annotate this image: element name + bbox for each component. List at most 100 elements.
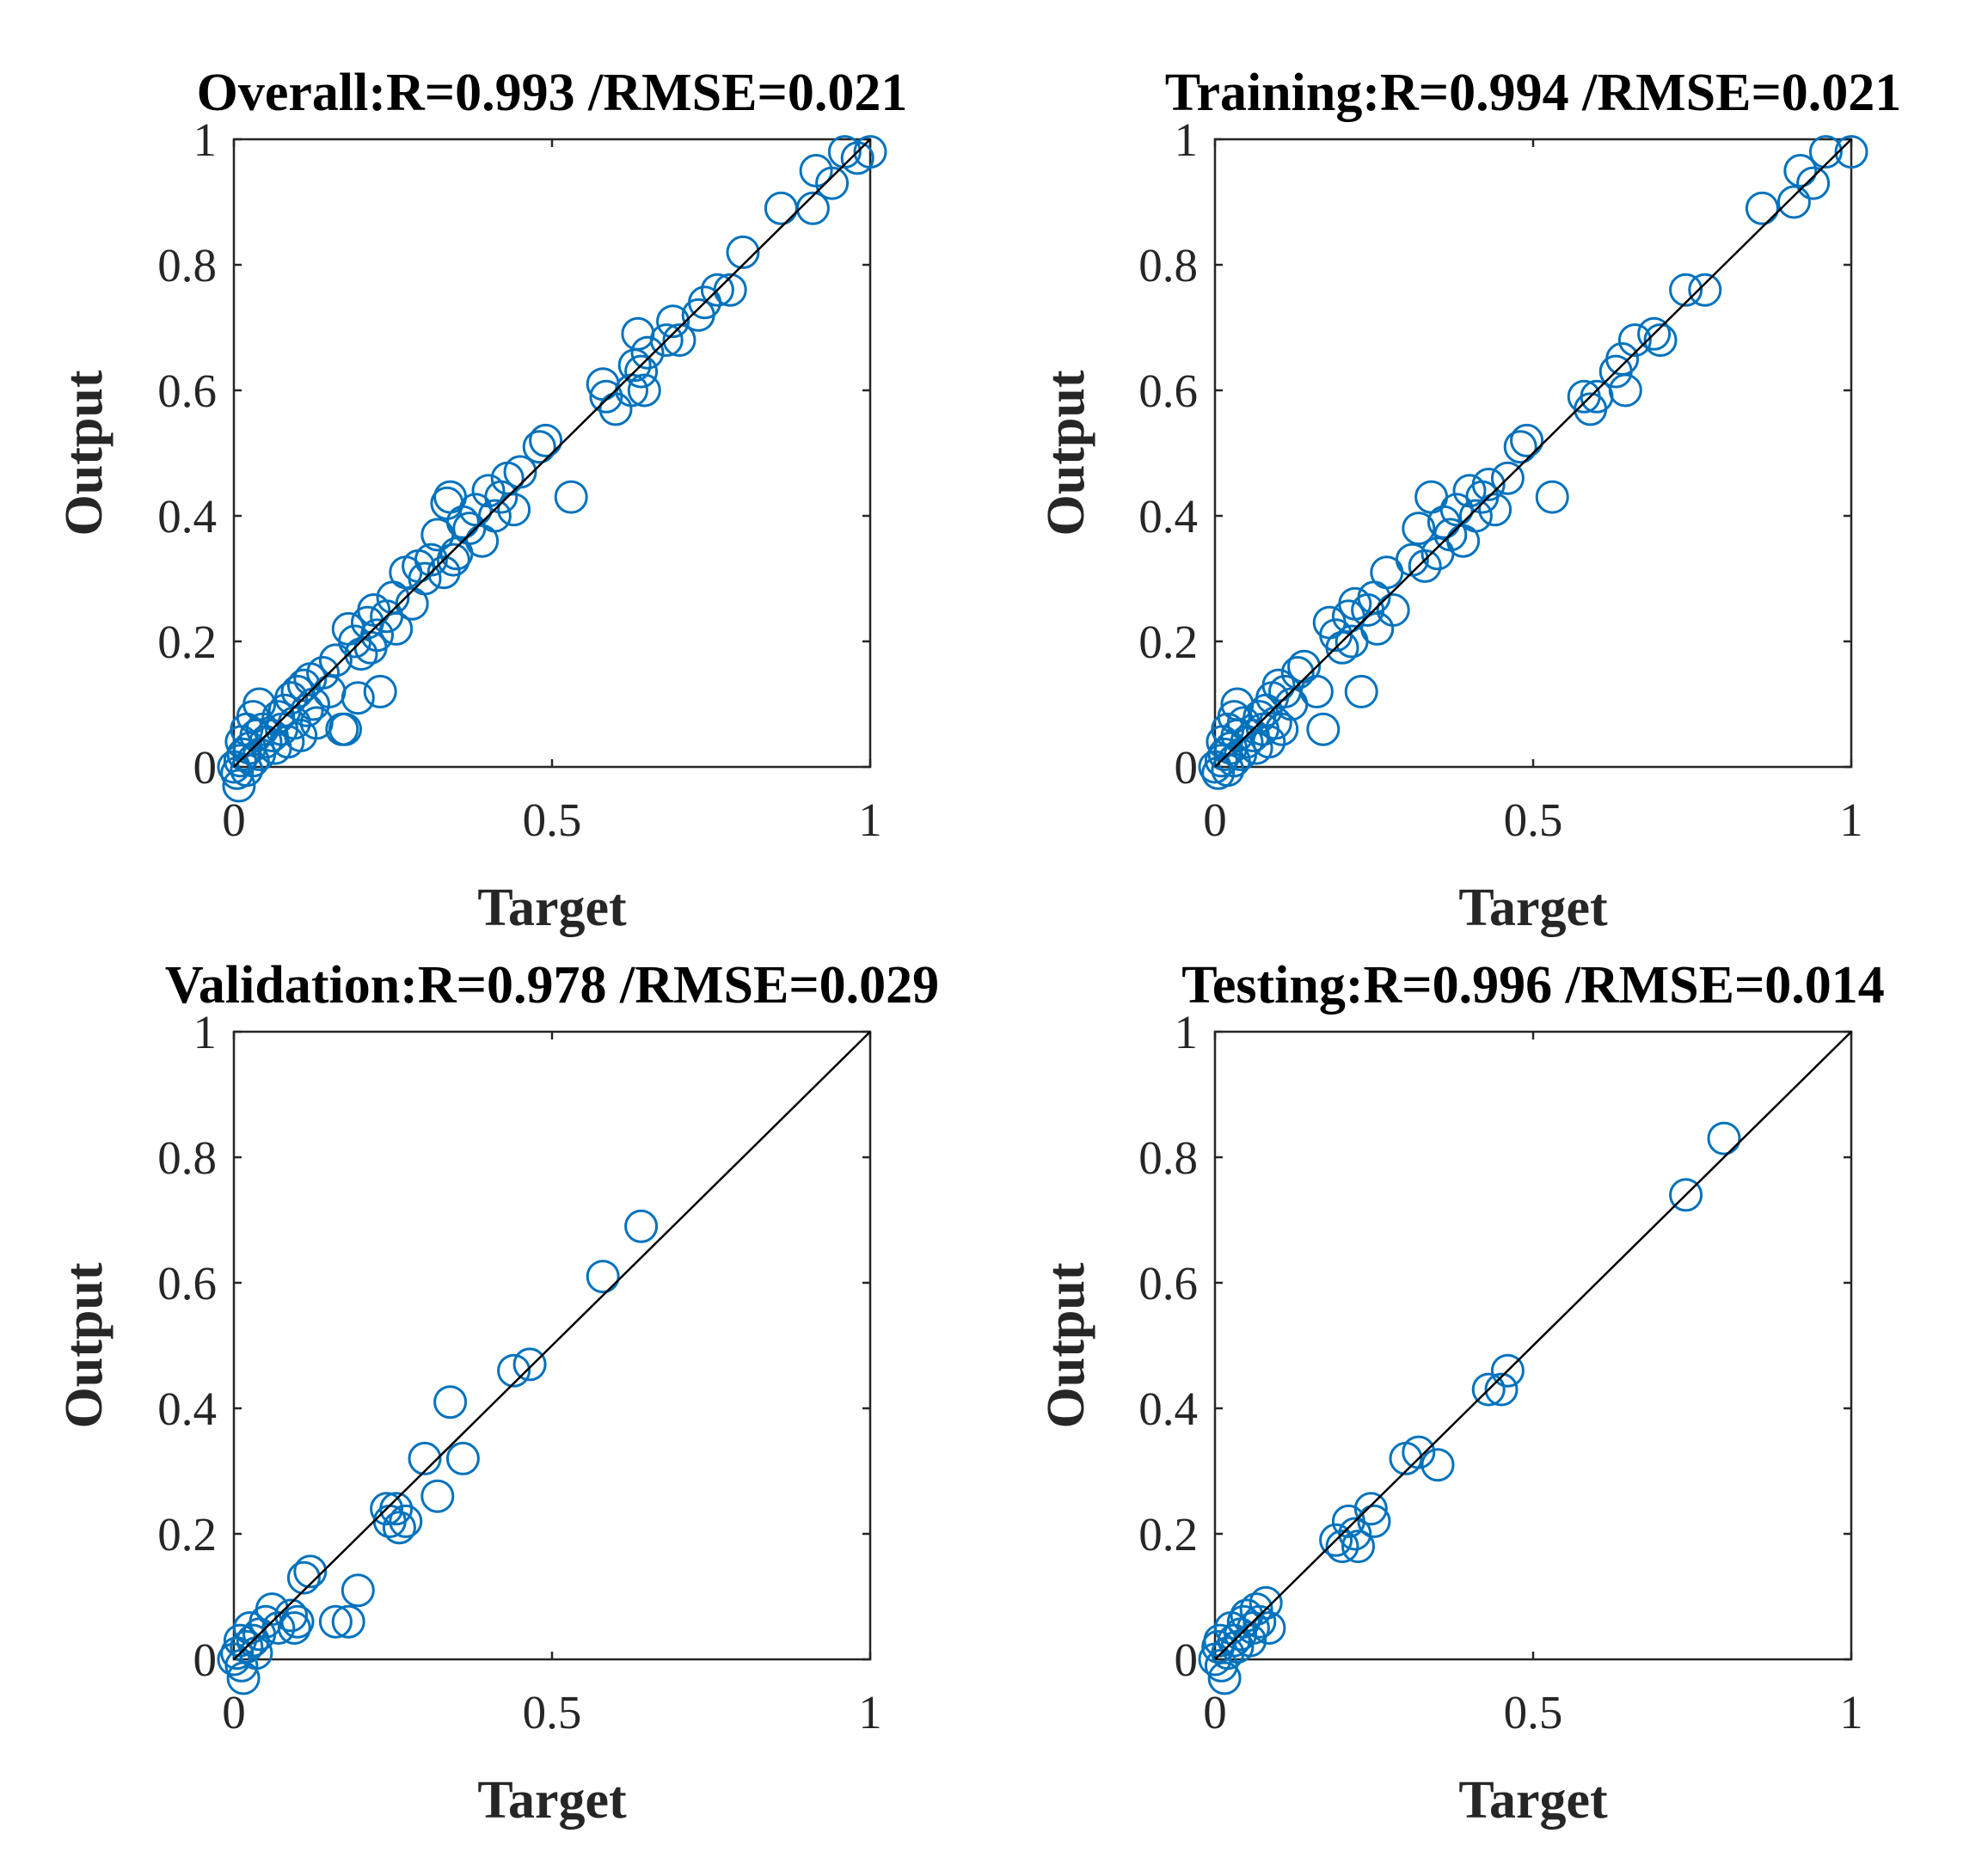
testing-data-point-10 bbox=[1226, 1604, 1261, 1639]
overall-data-point-81 bbox=[649, 323, 684, 358]
testing-data-point-23 bbox=[1353, 1492, 1388, 1526]
validation-data-point-26 bbox=[408, 1441, 442, 1475]
panel-validation: 00.20.40.60.810 0.5 1 Validation:R=0.978 /… bbox=[55, 956, 939, 1830]
validation-data-point-23 bbox=[379, 1492, 414, 1526]
overall-data-point-15 bbox=[242, 687, 277, 721]
testing-ytick-label-4: 0.8 bbox=[1138, 1131, 1198, 1184]
testing-ytick-label-1: 0.2 bbox=[1138, 1508, 1198, 1560]
overall-data-point-2 bbox=[223, 744, 257, 778]
testing-data-point-24 bbox=[1357, 1504, 1391, 1538]
validation-data-point-18 bbox=[318, 1604, 353, 1639]
title-validation: Validation:R=0.978 /RMSE=0.029 bbox=[165, 956, 939, 1015]
xlabel-overall: Target bbox=[477, 879, 627, 937]
training-ytick-label-0: 0 bbox=[1175, 741, 1199, 794]
xlabel-validation: Target bbox=[477, 1771, 627, 1830]
training-data-point-30 bbox=[1306, 712, 1341, 746]
training-ytick-label-2: 0.4 bbox=[1138, 490, 1198, 543]
overall-ytick-label-5: 1 bbox=[193, 113, 218, 166]
testing-data-point-22 bbox=[1341, 1530, 1375, 1564]
training-data-point-55 bbox=[1471, 468, 1506, 501]
training-data-point-72 bbox=[1745, 191, 1779, 225]
testing-data-point-21 bbox=[1338, 1517, 1372, 1551]
training-data-point-68 bbox=[1637, 316, 1672, 351]
overall-data-point-90 bbox=[795, 191, 830, 225]
testing-ytick-label-2: 0.4 bbox=[1138, 1383, 1198, 1435]
validation-data-point-14 bbox=[277, 1611, 311, 1645]
overall-data-point-73 bbox=[589, 379, 623, 414]
overall-marks: 0 0.2 0.4 0.6 0.8 1 0 0.5 1 bbox=[157, 113, 887, 846]
training-ytick-label-1: 0.2 bbox=[1138, 616, 1198, 668]
testing-data-point-29 bbox=[1484, 1372, 1519, 1407]
training-data-point-71 bbox=[1688, 273, 1722, 307]
validation-ytick-label-1: 0.2 bbox=[157, 1508, 217, 1560]
training-ytick-label-4: 0.8 bbox=[1138, 239, 1198, 291]
training-data-point-44 bbox=[1402, 512, 1436, 546]
training-xtick-label-1: 0.5 bbox=[1504, 794, 1563, 846]
testing-ytick-label-3: 0.6 bbox=[1138, 1257, 1198, 1309]
testing-data-point-4 bbox=[1207, 1661, 1242, 1695]
training-data-point-29 bbox=[1299, 674, 1334, 708]
overall-xtick-label-1: 0.5 bbox=[523, 794, 582, 846]
validation-ytick-label-0: 0 bbox=[193, 1634, 218, 1686]
training-data-point-23 bbox=[1261, 668, 1296, 702]
training-data-point-56 bbox=[1478, 493, 1512, 527]
training-ytick-label-5: 1 bbox=[1175, 113, 1199, 166]
training-data-point-75 bbox=[1796, 166, 1831, 200]
ylabel-training: Output bbox=[1037, 370, 1095, 536]
overall-data-point-33 bbox=[318, 643, 353, 678]
overall-data-point-57 bbox=[436, 543, 470, 577]
training-data-point-2 bbox=[1204, 744, 1238, 778]
title-testing: Testing:R=0.996 /RMSE=0.014 bbox=[1181, 956, 1885, 1015]
training-data-point-13 bbox=[1217, 700, 1251, 734]
testing-marks: 00.20.40.60.810 0.5 1 bbox=[1138, 1006, 1863, 1738]
training-data-point-76 bbox=[1808, 135, 1843, 169]
training-marks: 0 0.2 0.4 0.6 0.8 1 0 0.5 1 bbox=[1138, 113, 1868, 846]
overall-data-point-51 bbox=[408, 561, 442, 596]
validation-marks: 00.20.40.60.810 0.5 1 bbox=[157, 1006, 882, 1738]
validation-data-point-21 bbox=[370, 1492, 404, 1526]
training-fit-line bbox=[1214, 138, 1852, 768]
validation-data-point-0 bbox=[217, 1642, 251, 1677]
testing-ytick-label-0: 0 bbox=[1175, 1634, 1199, 1686]
testing-data-point-26 bbox=[1402, 1435, 1436, 1469]
overall-data-point-67 bbox=[497, 493, 531, 527]
validation-xtick-label-2: 1 bbox=[858, 1686, 882, 1738]
overall-data-point-65 bbox=[484, 480, 518, 514]
testing-data-point-19 bbox=[1325, 1530, 1359, 1564]
training-data-point-42 bbox=[1376, 593, 1410, 627]
testing-data-point-15 bbox=[1242, 1604, 1277, 1639]
testing-xtick-label-2: 1 bbox=[1839, 1686, 1863, 1738]
overall-data-point-47 bbox=[379, 611, 414, 646]
validation-data-point-15 bbox=[280, 1604, 315, 1639]
overall-data-point-59 bbox=[445, 505, 480, 539]
overall-data-point-43 bbox=[360, 618, 394, 653]
overall-data-point-68 bbox=[503, 455, 537, 489]
training-data-point-20 bbox=[1252, 725, 1286, 759]
overall-data-point-52 bbox=[414, 543, 448, 577]
testing-data-point-18 bbox=[1319, 1523, 1353, 1557]
validation-xtick-label-1: 0.5 bbox=[523, 1686, 582, 1738]
overall-data-point-70 bbox=[529, 423, 563, 457]
ylabel-validation: Output bbox=[55, 1262, 114, 1428]
testing-fit-line bbox=[1214, 1031, 1852, 1660]
testing-data-point-30 bbox=[1490, 1353, 1525, 1388]
training-data-point-58 bbox=[1503, 430, 1537, 464]
overall-xtick-label-2: 1 bbox=[858, 794, 882, 846]
overall-ytick-label-3: 0.6 bbox=[157, 365, 217, 417]
overall-data-point-26 bbox=[286, 668, 321, 702]
training-data-point-73 bbox=[1776, 185, 1811, 219]
testing-data-point-32 bbox=[1707, 1121, 1741, 1156]
testing-data-point-16 bbox=[1249, 1585, 1283, 1620]
validation-data-point-31 bbox=[512, 1347, 547, 1382]
training-data-point-27 bbox=[1280, 656, 1315, 690]
training-data-point-74 bbox=[1783, 154, 1818, 187]
validation-ytick-label-3: 0.6 bbox=[157, 1257, 217, 1309]
title-overall: Overall:R=0.993 /RMSE=0.021 bbox=[197, 64, 908, 122]
testing-data-point-17 bbox=[1252, 1611, 1286, 1645]
validation-data-point-20 bbox=[341, 1573, 375, 1608]
overall-data-point-38 bbox=[341, 681, 375, 715]
overall-data-point-78 bbox=[624, 354, 659, 389]
overall-data-point-87 bbox=[713, 273, 747, 307]
overall-data-point-86 bbox=[700, 273, 734, 307]
